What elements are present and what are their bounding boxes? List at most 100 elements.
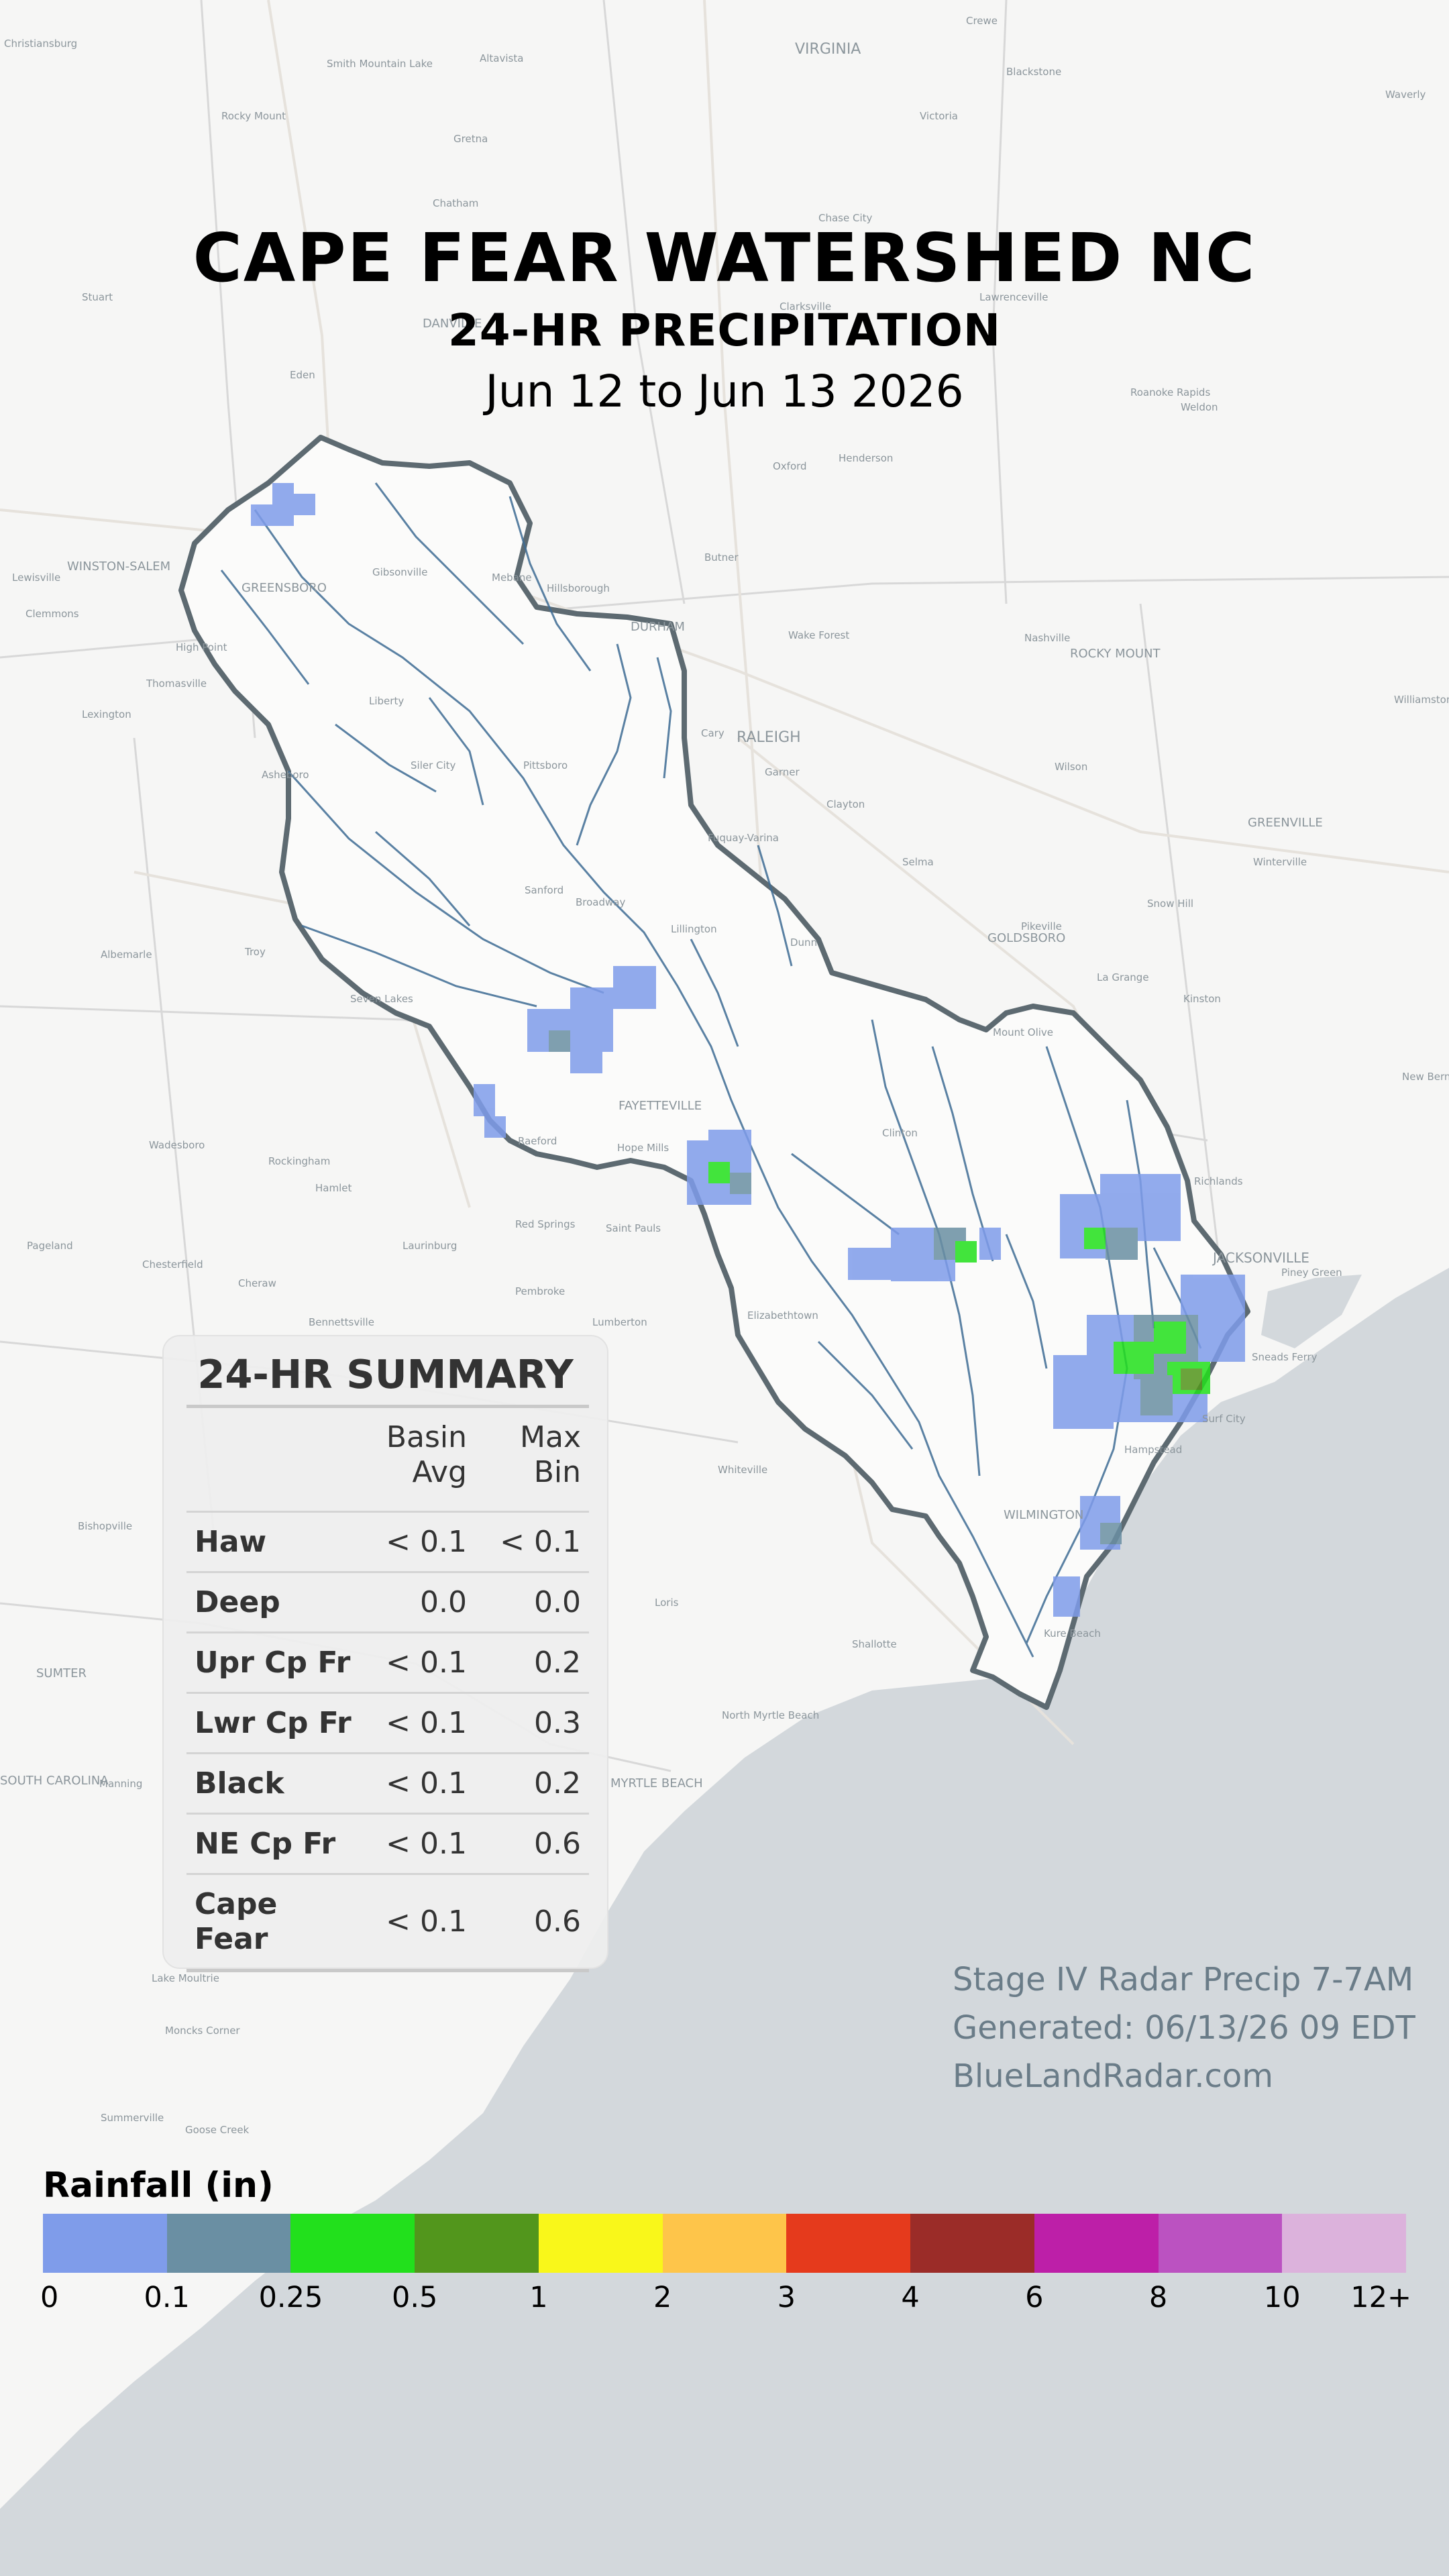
map-label: Elizabethtown [747,1309,818,1322]
legend-tick-label: 6 [1025,2281,1044,2314]
legend-bin [415,2214,539,2273]
max-bin: 0.6 [534,1904,581,1939]
legend-bin [1158,2214,1283,2273]
map-label: Gretna [453,133,488,145]
map-label: Lillington [671,923,717,935]
river-network [220,482,1202,1658]
map-label: Clarksville [780,301,831,313]
legend-bin [166,2214,291,2273]
map-label: Crewe [966,15,998,27]
map-label: Pikeville [1021,920,1062,932]
sound-water [1261,1275,1362,1348]
map-label: North Myrtle Beach [722,1709,819,1721]
map-label: Williamston [1394,694,1449,706]
map-label: Seven Lakes [350,993,413,1005]
map-label: Blackstone [1006,66,1061,78]
map-label: Eden [290,369,315,381]
map-label: Snow Hill [1147,898,1193,910]
basin-name: Haw [195,1524,267,1559]
basin-avg: < 0.1 [386,1705,467,1740]
map-label: Moncks Corner [165,2025,240,2037]
summary-row-black: Black < 0.1 0.2 [186,1752,589,1813]
map-label: Manning [99,1778,142,1790]
map-label: Hamlet [315,1182,352,1194]
map-label: Troy [244,946,266,958]
map-label: Clayton [826,798,865,810]
legend-tick-label: 0.5 [391,2281,438,2314]
summary-title: 24-HR SUMMARY [197,1351,574,1397]
watershed-outline [178,435,1250,1710]
max-bin: 0.0 [534,1585,581,1619]
basin-name: Lwr Cp Fr [195,1705,352,1740]
map-label: Cary [701,727,724,739]
map-label: Pittsboro [523,759,568,771]
map-label: Lewisville [12,572,60,584]
map-label: Bishopville [78,1520,132,1532]
legend-tick-label: 3 [777,2281,796,2314]
map-label: RALEIGH [737,729,801,746]
map-label: Chesterfield [142,1258,203,1271]
map-label: Richlands [1194,1175,1243,1187]
legend-bin [1034,2214,1159,2273]
max-bin: 0.6 [534,1826,581,1861]
map-label: Clemmons [25,608,79,620]
summary-row-cape-fear: Cape Fear < 0.1 0.6 [186,1873,589,1972]
map-label: FAYETTEVILLE [619,1099,702,1113]
map-label: VIRGINIA [795,41,861,58]
map-label: Red Springs [515,1218,576,1230]
map-label: Fuquay-Varina [708,832,779,844]
legend-ticks: 0 0.1 0.25 0.5 1 2 3 4 6 8 10 12+ [40,2281,1411,2321]
map-label: Gibsonville [372,566,427,578]
summary-row-lwr-cp-fr: Lwr Cp Fr < 0.1 0.3 [186,1692,589,1752]
map-label: Saint Pauls [606,1222,661,1234]
basin-avg: < 0.1 [386,1524,467,1559]
map-label: Bennettsville [309,1316,374,1328]
basin-name: NE Cp Fr [195,1826,336,1861]
map-label: Victoria [920,110,958,122]
legend-tick-label: 4 [901,2281,920,2314]
map-label: SOUTH CAROLINA [0,1774,109,1788]
map-label: Surf City [1202,1413,1246,1425]
summary-divider [186,1405,589,1408]
map-label: Raeford [518,1135,557,1147]
basin-avg-header: Basin Avg [386,1420,467,1490]
max-bin-header: Max Bin [520,1420,581,1490]
legend-tick-label: 0.1 [144,2281,190,2314]
map-label: Hope Mills [617,1142,669,1154]
map-label: Wake Forest [788,629,849,641]
map-label: Pageland [27,1240,73,1252]
basin-name: Upr Cp Fr [195,1645,351,1680]
summary-table: Basin Avg Max Bin Haw < 0.1 < 0.1 Deep 0… [186,1410,589,1972]
max-bin: 0.2 [534,1645,581,1680]
max-bin: 0.3 [534,1705,581,1740]
map-label: La Grange [1097,971,1149,983]
map-label: Rockingham [268,1155,330,1167]
map-label: Waverly [1385,89,1426,101]
summary-row-deep: Deep 0.0 0.0 [186,1571,589,1631]
legend-bin [43,2214,167,2273]
max-bin-header-line2: Bin [533,1455,581,1489]
map-label: Laurinburg [402,1240,457,1252]
map-label: DANVILLE [423,317,482,331]
map-label: GREENSBORO [241,581,327,595]
summary-row-haw: Haw < 0.1 < 0.1 [186,1511,589,1571]
map-label: Rocky Mount [221,110,286,122]
map-label: Oxford [773,460,807,472]
map-label: ROCKY MOUNT [1070,647,1161,661]
map-label: Liberty [369,695,404,707]
map-label: Kinston [1183,993,1221,1005]
map-label: Chase City [818,212,873,224]
map-label: Sanford [525,884,564,896]
basin-avg: < 0.1 [386,1766,467,1801]
map-label: Winterville [1253,856,1307,868]
map-label: Asheboro [262,769,309,781]
map-label: Butner [704,551,739,564]
map-label: WILMINGTON [1004,1508,1083,1522]
precip-cells [251,483,1245,1617]
map-label: Siler City [411,759,456,771]
legend-title: Rainfall (in) [43,2165,274,2206]
map-label: JACKSONVILLE [1212,1250,1309,1266]
max-bin: < 0.1 [500,1524,581,1559]
map-title: CAPE FEAR WATERSHED NC [193,219,1256,297]
